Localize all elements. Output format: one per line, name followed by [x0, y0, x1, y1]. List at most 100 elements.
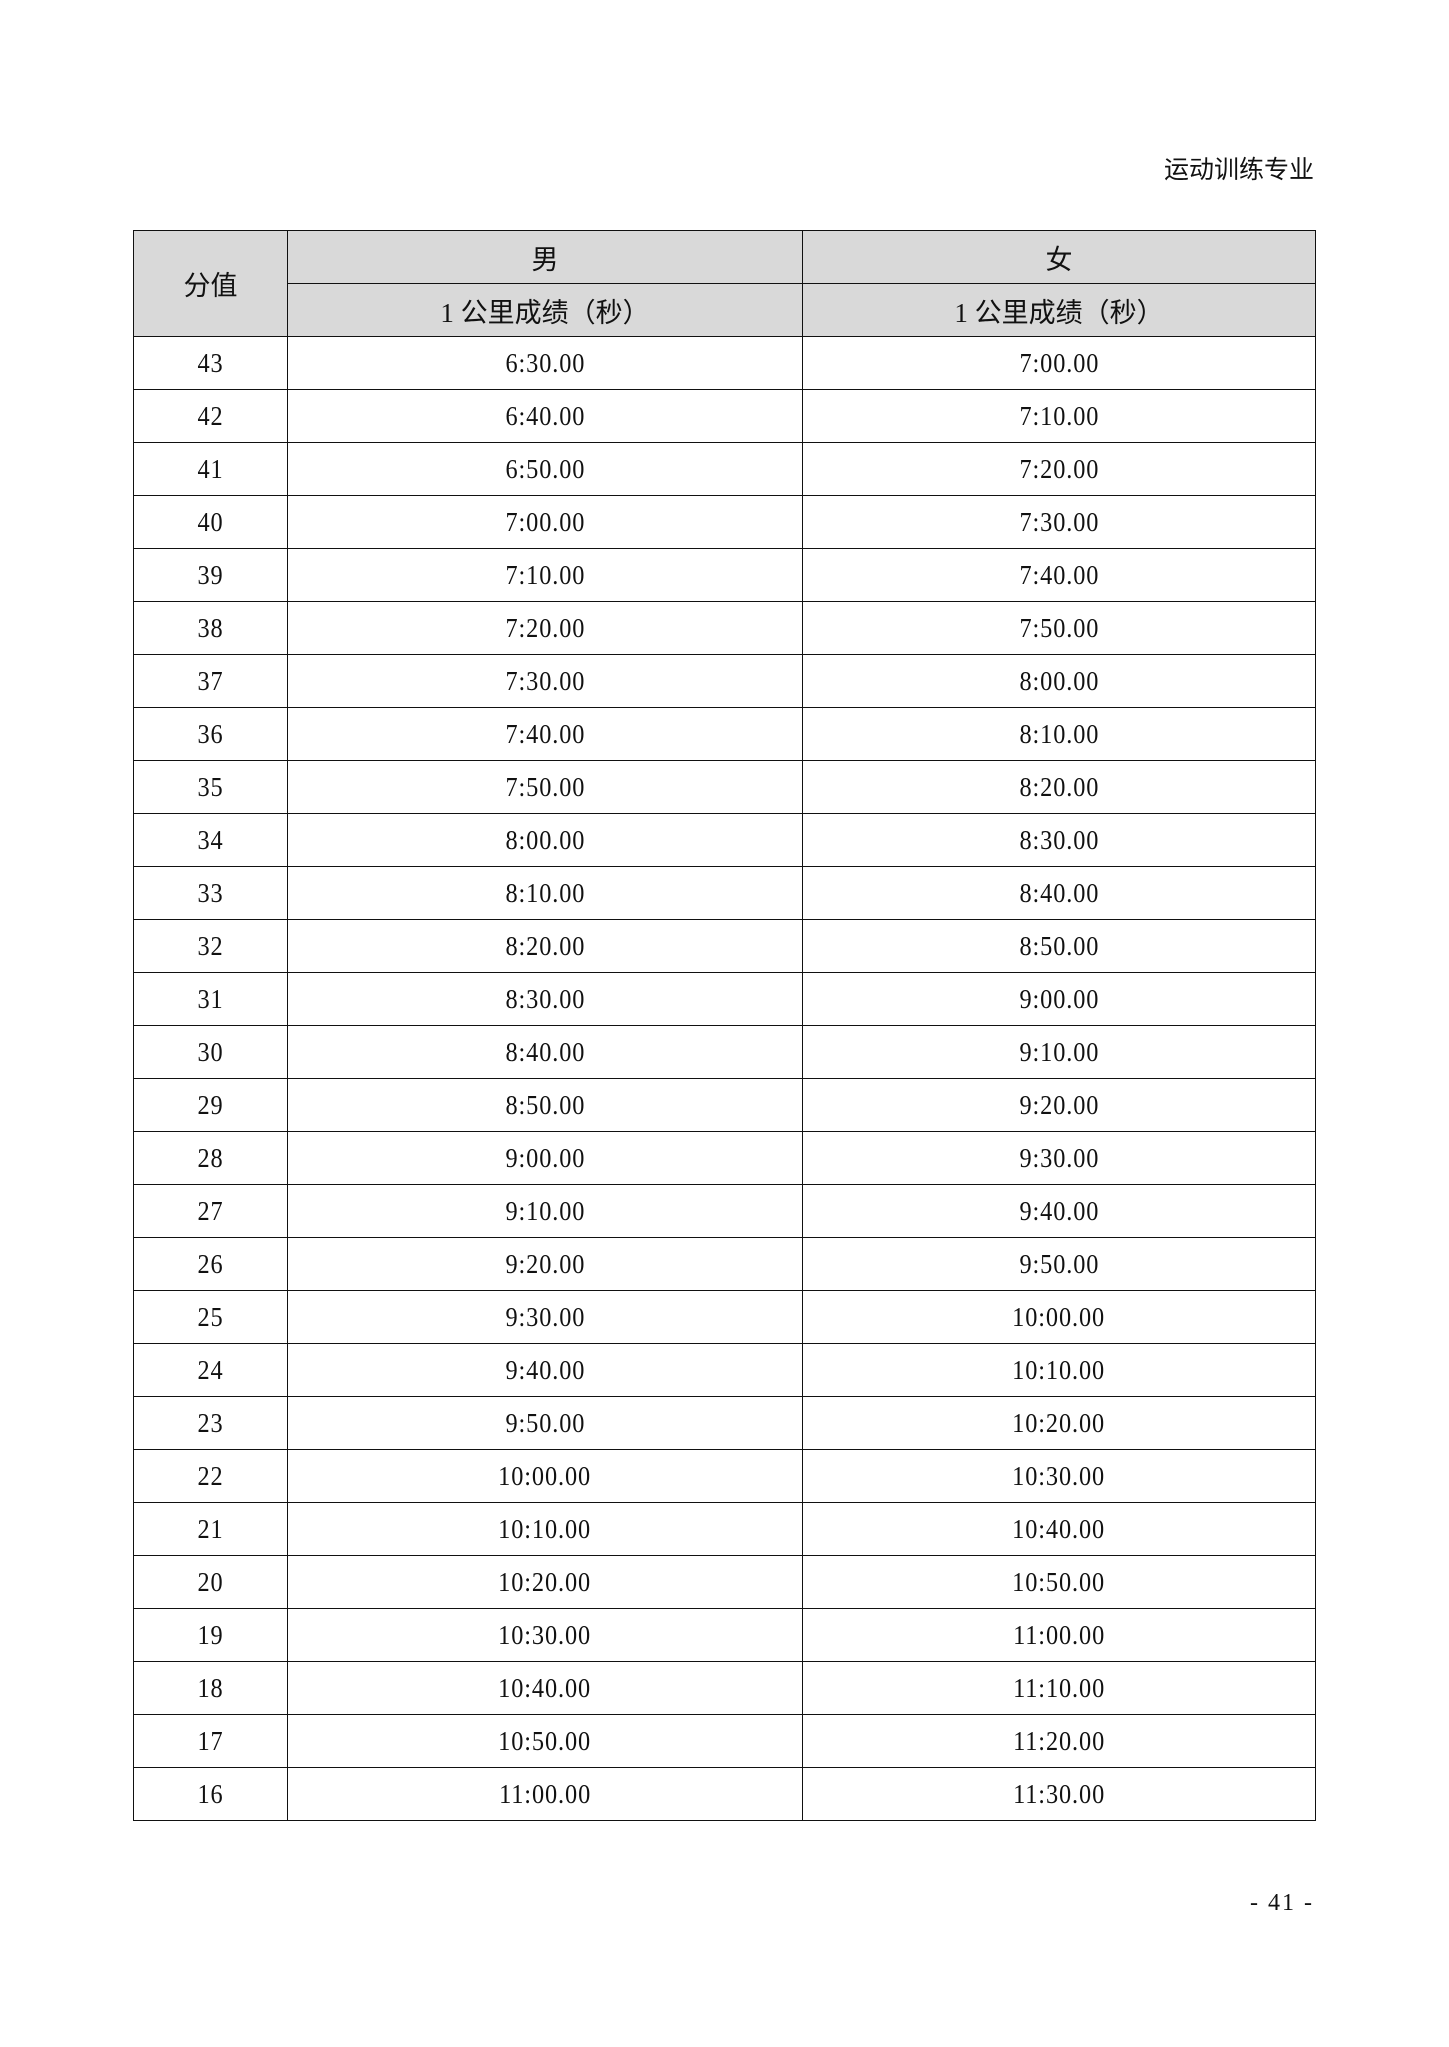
- table-row: 39 7:10.00 7:40.00: [133, 548, 1316, 602]
- cell-text: 30: [197, 1036, 224, 1067]
- male-time-cell: 9:10.00: [287, 1184, 803, 1238]
- score-cell: 43: [133, 336, 288, 390]
- cell-text: 20: [197, 1566, 224, 1597]
- cell-text: 8:50.00: [505, 1089, 585, 1120]
- cell-text: 11:10.00: [1012, 1672, 1106, 1703]
- cell-text: 33: [197, 877, 224, 908]
- cell-text: 31: [197, 983, 224, 1014]
- cell-text: 7:10.00: [505, 559, 585, 590]
- score-cell: 34: [133, 813, 288, 867]
- cell-text: 9:30.00: [1019, 1142, 1099, 1173]
- female-time-cell: 9:50.00: [802, 1237, 1316, 1291]
- male-time-cell: 8:40.00: [287, 1025, 803, 1079]
- table-row: 17 10:50.00 11:20.00: [133, 1714, 1316, 1768]
- cell-text: 8:30.00: [1019, 824, 1099, 855]
- score-cell: 24: [133, 1343, 288, 1397]
- cell-text: 17: [197, 1725, 224, 1756]
- cell-text: 8:00.00: [505, 824, 585, 855]
- header-male-1km: 1 公里成绩（秒）: [287, 283, 803, 337]
- male-time-cell: 9:50.00: [287, 1396, 803, 1450]
- cell-text: 9:00.00: [1019, 983, 1099, 1014]
- score-cell: 42: [133, 389, 288, 443]
- male-time-cell: 10:20.00: [287, 1555, 803, 1609]
- male-time-cell: 6:30.00: [287, 336, 803, 390]
- cell-text: 7:40.00: [505, 718, 585, 749]
- female-time-cell: 9:30.00: [802, 1131, 1316, 1185]
- cell-text: 11:00.00: [498, 1778, 592, 1809]
- header-male: 男: [287, 230, 803, 284]
- cell-text: 38: [197, 612, 224, 643]
- cell-text: 8:50.00: [1019, 930, 1099, 961]
- table-row: 35 7:50.00 8:20.00: [133, 760, 1316, 814]
- cell-text: 8:10.00: [1019, 718, 1099, 749]
- male-time-cell: 8:20.00: [287, 919, 803, 973]
- cell-text: 9:50.00: [505, 1407, 585, 1438]
- cell-text: 35: [197, 771, 224, 802]
- cell-text: 7:20.00: [1019, 453, 1099, 484]
- table-row: 32 8:20.00 8:50.00: [133, 919, 1316, 973]
- cell-text: 19: [197, 1619, 224, 1650]
- female-time-cell: 8:00.00: [802, 654, 1316, 708]
- female-time-cell: 7:30.00: [802, 495, 1316, 549]
- score-cell: 40: [133, 495, 288, 549]
- female-time-cell: 9:10.00: [802, 1025, 1316, 1079]
- cell-text: 11:20.00: [1012, 1725, 1106, 1756]
- score-cell: 18: [133, 1661, 288, 1715]
- cell-text: 8:40.00: [1019, 877, 1099, 908]
- female-time-cell: 11:30.00: [802, 1767, 1316, 1821]
- score-cell: 41: [133, 442, 288, 496]
- table-row: 20 10:20.00 10:50.00: [133, 1555, 1316, 1609]
- page-number: - 41 -: [1250, 1890, 1314, 1916]
- header-score: 分值: [133, 230, 288, 337]
- cell-text: 8:20.00: [505, 930, 585, 961]
- male-time-cell: 9:20.00: [287, 1237, 803, 1291]
- table-row: 26 9:20.00 9:50.00: [133, 1237, 1316, 1291]
- cell-text: 10:50.00: [1012, 1566, 1106, 1597]
- male-time-cell: 9:30.00: [287, 1290, 803, 1344]
- table-row: 21 10:10.00 10:40.00: [133, 1502, 1316, 1556]
- cell-text: 10:20.00: [1012, 1407, 1106, 1438]
- score-cell: 22: [133, 1449, 288, 1503]
- table-row: 41 6:50.00 7:20.00: [133, 442, 1316, 496]
- cell-text: 9:40.00: [505, 1354, 585, 1385]
- male-time-cell: 7:00.00: [287, 495, 803, 549]
- table-row: 31 8:30.00 9:00.00: [133, 972, 1316, 1026]
- score-cell: 29: [133, 1078, 288, 1132]
- cell-text: 8:20.00: [1019, 771, 1099, 802]
- female-time-cell: 8:50.00: [802, 919, 1316, 973]
- table-row: 18 10:40.00 11:10.00: [133, 1661, 1316, 1715]
- table-row: 16 11:00.00 11:30.00: [133, 1767, 1316, 1821]
- cell-text: 7:00.00: [1019, 347, 1099, 378]
- score-cell: 39: [133, 548, 288, 602]
- table-row: 30 8:40.00 9:10.00: [133, 1025, 1316, 1079]
- cell-text: 40: [197, 506, 224, 537]
- table-row: 24 9:40.00 10:10.00: [133, 1343, 1316, 1397]
- score-cell: 36: [133, 707, 288, 761]
- cell-text: 8:30.00: [505, 983, 585, 1014]
- cell-text: 21: [197, 1513, 224, 1544]
- female-time-cell: 10:30.00: [802, 1449, 1316, 1503]
- male-time-cell: 9:00.00: [287, 1131, 803, 1185]
- cell-text: 34: [197, 824, 224, 855]
- cell-text: 9:00.00: [505, 1142, 585, 1173]
- table-row: 34 8:00.00 8:30.00: [133, 813, 1316, 867]
- female-time-cell: 9:20.00: [802, 1078, 1316, 1132]
- cell-text: 10:00.00: [1012, 1301, 1106, 1332]
- table-row: 37 7:30.00 8:00.00: [133, 654, 1316, 708]
- cell-text: 7:10.00: [1019, 400, 1099, 431]
- cell-text: 9:20.00: [1019, 1089, 1099, 1120]
- female-time-cell: 8:40.00: [802, 866, 1316, 920]
- cell-text: 36: [197, 718, 224, 749]
- female-time-cell: 10:50.00: [802, 1555, 1316, 1609]
- score-cell: 23: [133, 1396, 288, 1450]
- cell-text: 37: [197, 665, 224, 696]
- table-row: 23 9:50.00 10:20.00: [133, 1396, 1316, 1450]
- cell-text: 10:20.00: [498, 1566, 592, 1597]
- header-female: 女: [802, 230, 1316, 284]
- cell-text: 22: [197, 1460, 224, 1491]
- cell-text: 7:50.00: [505, 771, 585, 802]
- cell-text: 27: [197, 1195, 224, 1226]
- cell-text: 6:50.00: [505, 453, 585, 484]
- score-cell: 35: [133, 760, 288, 814]
- female-time-cell: 7:10.00: [802, 389, 1316, 443]
